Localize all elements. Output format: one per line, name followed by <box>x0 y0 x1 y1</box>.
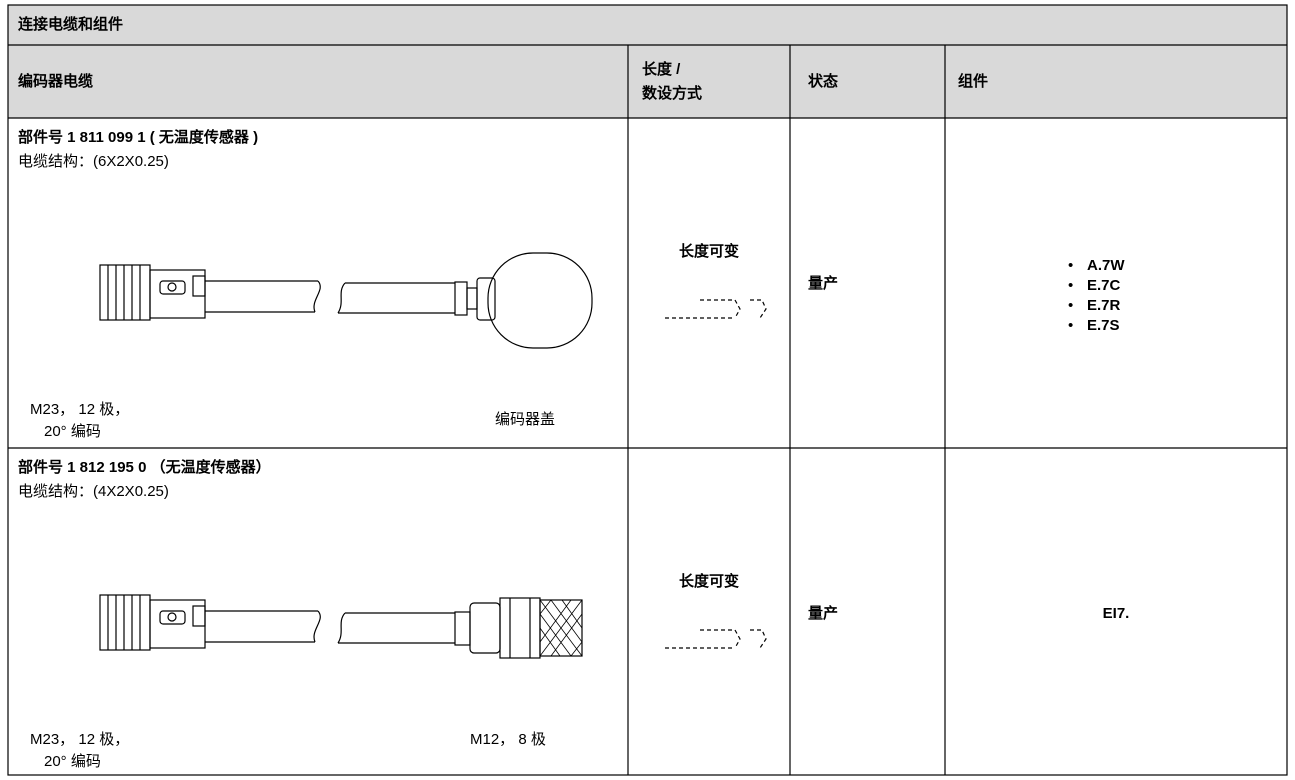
connector-label: 编码器盖 <box>495 411 556 428</box>
m23-plug <box>99 594 456 651</box>
component: E.7S <box>1087 317 1120 334</box>
column-header: 长度 / <box>642 61 681 78</box>
connector-label: M23， 12 极， <box>30 731 130 748</box>
status: 量产 <box>808 605 839 622</box>
m12-connector <box>454 597 583 659</box>
part-number: 部件号 1 811 099 1 ( 无温度传感器 ) <box>18 129 259 146</box>
component: E.7R <box>1087 297 1121 314</box>
component: E.7C <box>1087 277 1121 294</box>
bullet: • <box>1068 297 1074 314</box>
connector-label: 20° 编码 <box>44 753 101 770</box>
connector-label: 20° 编码 <box>44 423 101 440</box>
column-header: 编码器电缆 <box>18 73 94 90</box>
column-header: 数设方式 <box>642 85 703 102</box>
length-mode: 长度可变 <box>678 243 740 260</box>
length-mode: 长度可变 <box>678 573 740 590</box>
connector-label: M23， 12 极， <box>30 401 130 418</box>
component: A.7W <box>1087 257 1125 274</box>
table-title: 连接电缆和组件 <box>18 16 124 33</box>
part-number: 部件号 1 812 195 0 （无温度传感器） <box>18 459 271 476</box>
cable-structure: 电缆结构：(4X2X0.25) <box>18 483 169 500</box>
connector-label: M12， 8 极 <box>470 731 546 748</box>
column-header: 组件 <box>958 73 989 90</box>
component: EI7. <box>1102 605 1130 622</box>
cable-structure: 电缆结构：(6X2X0.25) <box>18 153 169 170</box>
variable-length-icon <box>665 299 767 319</box>
variable-length-icon <box>664 629 767 649</box>
table-border <box>7 4 1288 776</box>
status: 量产 <box>808 275 839 292</box>
header-background <box>8 5 1287 118</box>
m23-plug <box>99 264 455 321</box>
bullet: • <box>1068 317 1074 334</box>
bullet: • <box>1068 277 1074 294</box>
bullet: • <box>1068 257 1074 274</box>
column-header: 状态 <box>808 73 839 90</box>
encoder-cap <box>454 252 593 349</box>
